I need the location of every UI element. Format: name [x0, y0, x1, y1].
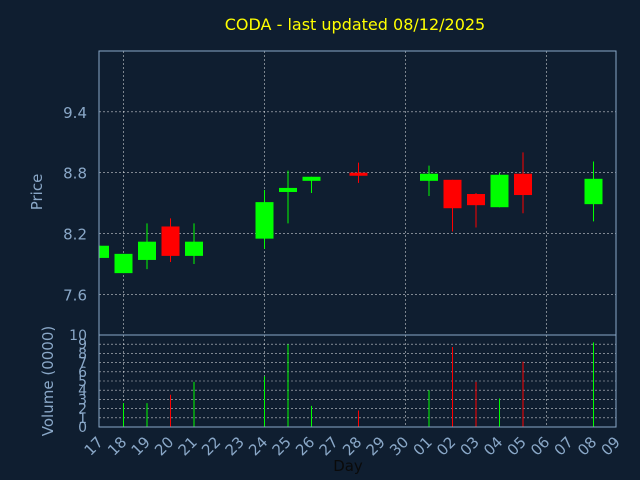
volume-tick-label: 2	[78, 402, 87, 418]
x-tick-label: 22	[198, 433, 224, 459]
x-tick-label: 01	[410, 433, 436, 459]
candle-body	[467, 194, 485, 206]
volume-tick-label: 9	[78, 337, 87, 353]
candle-body	[255, 202, 274, 239]
y-tick-label: 9.4	[63, 104, 87, 122]
volume-tick-label: 8	[78, 346, 87, 362]
volume-tick-label: 3	[78, 392, 87, 408]
x-tick-label: 25	[269, 433, 295, 459]
x-tick-label: 30	[386, 433, 412, 459]
volume-bars	[123, 342, 594, 427]
x-tick-label: 03	[457, 433, 483, 459]
x-tick-label: 19	[128, 433, 154, 459]
y-axis-label: Price	[28, 174, 46, 211]
x-tick-label: 17	[81, 433, 107, 459]
volume-tick-label: 5	[78, 374, 87, 390]
volume-tick-label: 1	[78, 411, 87, 427]
x-tick-label: 23	[222, 433, 248, 459]
volume-tick-label: 0	[78, 420, 87, 436]
candle-body	[443, 179, 462, 209]
candle-body	[161, 226, 180, 256]
candle-body	[302, 176, 321, 181]
candle-body	[349, 172, 368, 176]
x-tick-label: 21	[175, 433, 201, 459]
y-tick-label: 8.2	[63, 226, 87, 244]
volume-tick-label: 4	[78, 383, 87, 399]
candle-body	[138, 241, 156, 260]
candle-body	[99, 245, 109, 258]
x-tick-label: 24	[245, 433, 271, 459]
x-tick-label: 04	[480, 433, 506, 459]
y-tick-label: 7.6	[63, 286, 87, 304]
x-tick-label: 26	[292, 433, 318, 459]
candle-body	[584, 178, 603, 205]
x-tick-label: 29	[363, 433, 389, 459]
x-tick-label: 05	[504, 433, 530, 459]
volume-axis-label: Volume (0000)	[39, 326, 57, 436]
y-tick-label: 8.8	[63, 165, 87, 183]
candle-body	[279, 187, 297, 192]
y-tick-labels: 9.4 8.8 8.2 7.6	[63, 104, 87, 305]
x-axis-label: Day	[333, 457, 363, 475]
candle-body	[514, 173, 532, 196]
x-tick-labels: 1718192021222324252627282930010203040506…	[81, 433, 624, 459]
x-tick-label: 02	[433, 433, 459, 459]
price-grid	[99, 51, 616, 335]
candle-body	[490, 174, 509, 208]
x-tick-label: 07	[551, 433, 577, 459]
candles	[99, 152, 603, 274]
volume-grid	[99, 335, 616, 427]
x-tick-label: 09	[598, 433, 624, 459]
x-tick-label: 18	[104, 433, 130, 459]
candle-body	[114, 253, 133, 274]
volume-panel-frame	[98, 334, 617, 428]
chart-title: CODA - last updated 08/12/2025	[225, 15, 485, 34]
volume-tick-label: 10	[69, 328, 87, 344]
volume-tick-label: 6	[78, 365, 87, 381]
candle-body	[185, 241, 203, 256]
x-tick-label: 20	[151, 433, 177, 459]
x-tick-label: 27	[316, 433, 342, 459]
x-tick-label: 08	[574, 433, 600, 459]
price-panel-frame	[98, 50, 617, 336]
x-tick-label: 28	[339, 433, 365, 459]
volume-tick-label: 7	[78, 356, 87, 372]
candle-body	[420, 173, 438, 181]
x-tick-label: 06	[527, 433, 553, 459]
